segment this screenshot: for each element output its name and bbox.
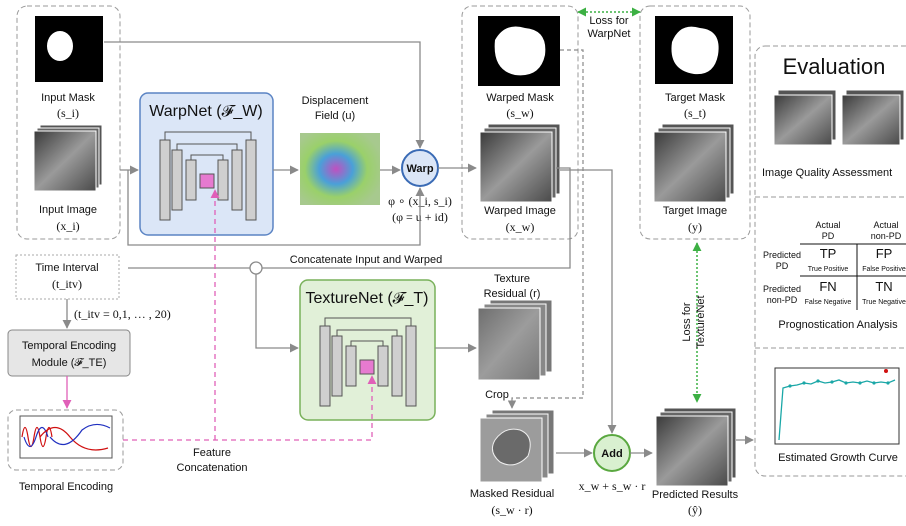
input-image-label: Input Image	[39, 204, 97, 216]
target-mask-blob	[671, 26, 719, 75]
displacement-label-1: Displacement	[302, 95, 369, 107]
concat-label: Concatenate Input and Warped	[290, 254, 442, 266]
target-mask-symbol: (s_t)	[684, 106, 706, 120]
texture-residual-stack	[477, 299, 553, 381]
confusion-matrix: Actual PD Actual non-PD Predicted PD Pre…	[763, 220, 906, 310]
evaluation-group-box	[754, 45, 906, 477]
growth-curve-label: Estimated Growth Curve	[778, 452, 898, 464]
masked-residual-symbol: (s_w · r)	[491, 503, 532, 517]
target-image-label: Target Image	[663, 205, 727, 217]
texture-residual-label-1: Texture	[494, 273, 530, 285]
input-mask-symbol: (s_i)	[57, 106, 79, 120]
displacement-field-image	[300, 133, 380, 205]
connectors	[104, 41, 754, 458]
warped-image-symbol: (x_w)	[506, 220, 535, 234]
loss-warpnet-label-2: WarpNet	[588, 28, 631, 40]
temporal-encoding-label: Temporal Encoding	[19, 481, 113, 493]
warp-label: Warp	[406, 163, 433, 175]
growth-curve-plot	[774, 367, 900, 445]
actual-npd-header-1: Actual	[873, 220, 898, 230]
input-mask-label: Input Mask	[41, 92, 95, 104]
tp-full: True Positive	[808, 266, 849, 273]
pred-npd-header-2: non-PD	[767, 295, 798, 305]
input-image-symbol: (x_i)	[56, 219, 79, 233]
warped-image-label: Warped Image	[484, 205, 556, 217]
crop-label: Crop	[485, 389, 509, 401]
masked-residual-label: Masked Residual	[470, 488, 554, 500]
fp-cell: FP	[876, 246, 893, 261]
texturenet-unet	[319, 317, 417, 407]
add-equation: x_w + s_w · r	[579, 479, 646, 493]
warped-mask-label: Warped Mask	[486, 92, 554, 104]
time-interval-label: Time Interval	[35, 262, 98, 274]
tn-full: True Negative	[862, 299, 906, 306]
warped-mask-blob	[494, 26, 546, 76]
tn-cell: TN	[875, 279, 892, 294]
prognostication-label: Prognostication Analysis	[778, 319, 898, 331]
tem-label-1: Temporal Encoding	[22, 340, 116, 352]
growth-curve-points	[788, 379, 890, 388]
temporal-encoding-box	[7, 409, 124, 471]
fn-cell: FN	[819, 279, 836, 294]
warpnet-title: WarpNet (𝓕_W)	[149, 103, 262, 120]
predicted-results-stack	[655, 407, 737, 487]
warped-group-box	[461, 5, 579, 240]
loss-texturenet-label-1: Loss for	[681, 302, 693, 341]
actual-pd-header-1: Actual	[815, 220, 840, 230]
time-interval-symbol: (t_itv)	[52, 277, 82, 291]
loss-texturenet-label-2: TextureNet	[695, 295, 707, 348]
feature-concat-label-1: Feature	[193, 447, 231, 459]
warpnet-unet	[159, 131, 257, 221]
temporal-encoding-plot	[19, 415, 113, 459]
pred-npd-header-1: Predicted	[763, 284, 801, 294]
target-group-box	[639, 5, 751, 240]
image-quality-label: Image Quality Assessment	[762, 167, 892, 179]
masked-residual-stack	[479, 409, 555, 483]
feature-concat-label-2: Concatenation	[177, 462, 248, 474]
warped-image-stack	[479, 123, 561, 203]
tp-cell: TP	[820, 246, 837, 261]
input-mask-blob	[47, 31, 73, 61]
input-group-box	[16, 5, 121, 240]
texturenet-title: TextureNet (𝓕_T)	[306, 290, 429, 307]
evaluation-title: Evaluation	[783, 54, 886, 79]
target-image-symbol: (y)	[688, 220, 702, 234]
displacement-label-2: Field (u)	[315, 110, 355, 122]
loss-warpnet-label-1: Loss for	[589, 15, 628, 27]
pred-pd-header-2: PD	[776, 261, 789, 271]
tem-label-2: Module (𝓕_TE)	[32, 357, 107, 369]
predicted-results-label: Predicted Results	[652, 489, 739, 501]
input-image-stack	[33, 124, 103, 192]
time-interval-box	[15, 254, 120, 300]
mask-to-crop-connector	[507, 49, 584, 409]
pred-pd-header-1: Predicted	[763, 250, 801, 260]
eval-image-2	[841, 89, 905, 146]
target-mask-label: Target Mask	[665, 92, 725, 104]
texture-residual-label-2: Residual (r)	[484, 288, 541, 300]
eval-image-1	[773, 89, 837, 146]
feature-concat-connectors	[62, 189, 377, 441]
time-range: (t_itv = 0,1, … , 20)	[74, 307, 171, 321]
target-image-stack	[653, 123, 735, 203]
actual-pd-header-2: PD	[822, 231, 835, 241]
predicted-results-symbol: (ŷ)	[688, 503, 702, 517]
warped-mask-symbol: (s_w)	[506, 106, 533, 120]
fn-full: False Negative	[805, 299, 852, 306]
fp-full: False Positive	[862, 266, 906, 273]
add-label: Add	[601, 448, 622, 460]
tem-box	[7, 329, 131, 377]
actual-npd-header-2: non-PD	[871, 231, 902, 241]
